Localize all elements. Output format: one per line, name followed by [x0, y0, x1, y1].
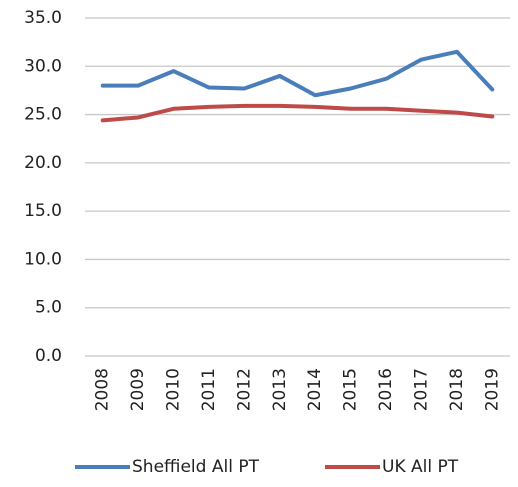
legend-label: UK All PT: [382, 457, 459, 477]
x-tick-label: 2017: [411, 368, 431, 411]
legend-label: Sheffield All PT: [132, 457, 260, 477]
x-tick-label: 2014: [305, 368, 325, 411]
y-tick-label: 35.0: [24, 8, 62, 28]
x-tick-label: 2008: [93, 368, 113, 411]
x-tick-label: 2011: [199, 368, 219, 411]
y-tick-label: 15.0: [24, 201, 62, 221]
x-tick-label: 2019: [482, 368, 502, 411]
series-line: [100, 49, 495, 98]
x-tick-label: 2013: [270, 368, 290, 411]
y-tick-label: 5.0: [35, 298, 62, 318]
y-tick-label: 0.0: [35, 346, 62, 366]
y-tick-label: 30.0: [24, 56, 62, 76]
y-tick-label: 20.0: [24, 153, 62, 173]
y-tick-label: 10.0: [24, 249, 62, 269]
x-tick-label: 2015: [341, 368, 361, 411]
x-tick-label: 2010: [164, 368, 184, 411]
x-tick-label: 2016: [376, 368, 396, 411]
series-line: [100, 103, 495, 123]
y-tick-label: 25.0: [24, 105, 62, 125]
x-tick-label: 2009: [128, 368, 148, 411]
x-tick-label: 2012: [234, 368, 254, 411]
x-tick-label: 2018: [447, 368, 467, 411]
